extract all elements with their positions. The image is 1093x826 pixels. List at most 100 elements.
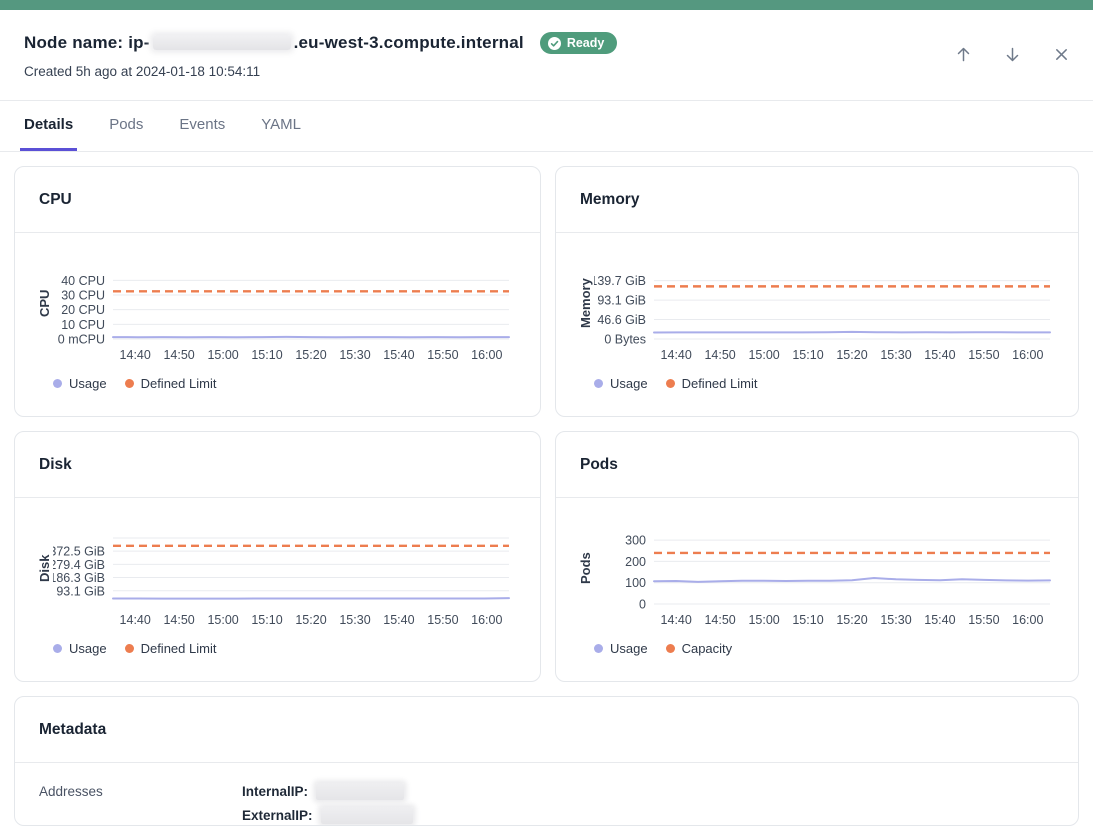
tab-pods[interactable]: Pods	[109, 116, 144, 133]
internal-ip-entry: InternalIP:	[242, 783, 413, 800]
tab-details[interactable]: Details	[20, 101, 78, 151]
addresses-row: Addresses InternalIP: ExternalIP:	[39, 783, 1054, 824]
svg-text:46.6 GiB: 46.6 GiB	[597, 313, 646, 327]
scroll-down-button[interactable]	[1002, 44, 1022, 64]
svg-text:15:00: 15:00	[207, 348, 238, 362]
legend-item-usage: Usage	[53, 641, 107, 656]
usage-dot-icon	[594, 644, 603, 653]
memory-chart: 139.7 GiB 93.1 GiB 46.6 GiB 0 Bytes 14:40 14:…	[594, 274, 1051, 362]
svg-text:15:20: 15:20	[295, 348, 326, 362]
legend-label: Usage	[69, 376, 107, 391]
legend-item-usage: Usage	[594, 376, 648, 391]
tab-events[interactable]: Events	[179, 116, 226, 133]
memory-legend: Usage Defined Limit	[594, 376, 1062, 391]
legend-item-limit: Defined Limit	[665, 376, 757, 391]
created-timestamp: Created 5h ago at 2024-01-18 10:54:11	[24, 64, 261, 79]
metadata-card-title: Metadata	[39, 720, 107, 738]
addresses-label: Addresses	[39, 784, 103, 799]
svg-text:14:40: 14:40	[120, 348, 151, 362]
svg-text:15:10: 15:10	[792, 348, 823, 362]
svg-text:200: 200	[625, 555, 646, 569]
limit-dot-icon	[124, 644, 134, 653]
svg-text:0: 0	[639, 598, 646, 612]
svg-text:16:00: 16:00	[1012, 613, 1043, 627]
memory-axis-title: Memory	[578, 278, 593, 328]
svg-text:15:50: 15:50	[427, 613, 458, 627]
disk-axis-title: Disk	[37, 554, 52, 582]
svg-text:14:50: 14:50	[163, 348, 194, 362]
page-title: Node name: ip- .eu-west-3.compute.interna…	[24, 33, 524, 53]
pods-card-title: Pods	[580, 455, 618, 473]
arrow-down-icon	[1003, 45, 1022, 64]
memory-card-title: Memory	[580, 190, 640, 208]
legend-item-limit: Defined Limit	[124, 376, 217, 391]
svg-text:15:30: 15:30	[880, 348, 911, 362]
disk-card: Disk Disk 372.5 GiB 279.4 GiB 186.3 GiB 93.…	[14, 431, 541, 682]
tab-yaml[interactable]: YAML	[261, 116, 301, 133]
svg-text:15:00: 15:00	[207, 613, 238, 627]
svg-text:40 CPU: 40 CPU	[61, 274, 105, 288]
usage-dot-icon	[53, 379, 62, 388]
svg-text:16:00: 16:00	[1012, 348, 1043, 362]
cpu-axis-title: CPU	[37, 289, 52, 317]
legend-item-usage: Usage	[53, 376, 107, 391]
memory-card: Memory Memory 139.7 GiB 93.1 GiB 46.6 GiB 0…	[555, 166, 1079, 417]
disk-legend: Usage Defined Limit	[53, 641, 524, 656]
check-circle-icon	[547, 36, 561, 50]
usage-dot-icon	[53, 644, 62, 653]
cpu-card: CPU CPU 40 CPU 30 CPU 20 CPU 10 CPU 0 mCPU 14…	[14, 166, 541, 417]
capacity-dot-icon	[665, 644, 675, 653]
legend-item-limit: Defined Limit	[124, 641, 217, 656]
status-badge-label: Ready	[566, 36, 605, 50]
svg-text:15:30: 15:30	[339, 613, 370, 627]
svg-text:15:40: 15:40	[924, 613, 955, 627]
svg-text:15:30: 15:30	[339, 348, 370, 362]
top-accent-bar	[0, 0, 1093, 10]
svg-text:15:30: 15:30	[880, 613, 911, 627]
legend-label: Capacity	[681, 641, 733, 656]
svg-text:14:50: 14:50	[163, 613, 194, 627]
external-ip-entry: ExternalIP:	[242, 807, 413, 824]
svg-text:15:00: 15:00	[748, 348, 779, 362]
svg-text:15:50: 15:50	[968, 348, 999, 362]
pods-chart: 300 200 100 0 14:40 14:50 15:00 15:10 15:20 15:30…	[625, 534, 1051, 627]
svg-text:14:40: 14:40	[120, 613, 151, 627]
redacted-node-ip	[152, 35, 291, 50]
svg-text:15:50: 15:50	[968, 613, 999, 627]
svg-text:15:10: 15:10	[251, 613, 282, 627]
legend-item-usage: Usage	[594, 641, 648, 656]
limit-dot-icon	[665, 379, 675, 388]
external-ip-key: ExternalIP:	[242, 808, 313, 823]
arrow-up-icon	[954, 45, 973, 64]
svg-text:14:40: 14:40	[661, 348, 692, 362]
details-content: CPU CPU 40 CPU 30 CPU 20 CPU 10 CPU 0 mCPU 14…	[0, 152, 1093, 826]
tab-bar: Details Pods Events YAML	[0, 101, 1093, 152]
svg-text:15:20: 15:20	[295, 613, 326, 627]
close-button[interactable]	[1051, 44, 1071, 64]
svg-text:100: 100	[625, 576, 646, 590]
svg-text:300: 300	[625, 534, 646, 548]
pods-legend: Usage Capacity	[594, 641, 1062, 656]
svg-text:15:40: 15:40	[383, 348, 414, 362]
svg-text:93.1 GiB: 93.1 GiB	[597, 294, 646, 308]
svg-text:14:50: 14:50	[704, 348, 735, 362]
svg-text:15:50: 15:50	[427, 348, 458, 362]
legend-label: Defined Limit	[140, 641, 217, 656]
scroll-up-button[interactable]	[953, 44, 973, 64]
redacted-external-ip	[320, 807, 413, 824]
internal-ip-key: InternalIP:	[242, 784, 309, 799]
svg-text:372.5 GiB: 372.5 GiB	[53, 545, 105, 559]
svg-text:14:50: 14:50	[704, 613, 735, 627]
svg-text:15:10: 15:10	[792, 613, 823, 627]
svg-text:0 mCPU: 0 mCPU	[58, 333, 105, 347]
cpu-legend: Usage Defined Limit	[53, 376, 524, 391]
panel-header: Node name: ip- .eu-west-3.compute.interna…	[0, 10, 1093, 101]
legend-label: Usage	[610, 641, 648, 656]
limit-dot-icon	[124, 379, 134, 388]
redacted-internal-ip	[316, 783, 405, 800]
legend-label: Usage	[69, 641, 107, 656]
svg-text:30 CPU: 30 CPU	[61, 289, 105, 303]
legend-label: Defined Limit	[140, 376, 217, 391]
